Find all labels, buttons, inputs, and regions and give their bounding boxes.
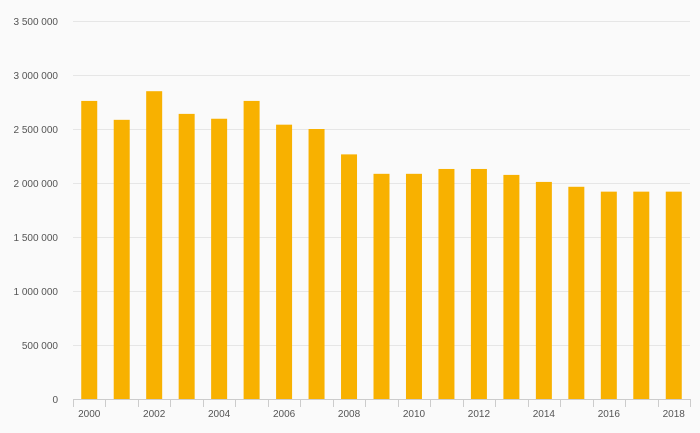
bar-2006 [276, 124, 293, 400]
bar-2005 [243, 100, 260, 400]
x-axis-ticks: 2000 2002 2004 2006 2008 2010 2012 2014 2016 2018 [78, 409, 685, 420]
x-tick-label: 2014 [533, 409, 556, 420]
y-tick-label: 1 500 000 [14, 233, 59, 244]
x-tick-label: 2000 [78, 409, 101, 420]
bar-2016 [600, 191, 617, 399]
x-tick-label: 2002 [143, 409, 166, 420]
x-tick-label: 2006 [273, 409, 296, 420]
bar-2015 [568, 186, 585, 399]
bar-2004 [211, 118, 228, 400]
x-tick-label: 2018 [663, 409, 686, 420]
bar-2009 [373, 173, 390, 399]
bar-2007 [308, 129, 325, 399]
bar-2001 [113, 119, 130, 399]
bars [81, 91, 682, 400]
x-tick-label: 2012 [468, 409, 491, 420]
y-tick-label: 0 [52, 395, 58, 406]
y-tick-label: 3 500 000 [14, 17, 59, 28]
x-tick-label: 2016 [598, 409, 621, 420]
y-tick-label: 1 000 000 [14, 287, 59, 298]
bar-2008 [341, 154, 358, 399]
bar-2000 [81, 100, 98, 400]
bar-2011 [438, 168, 455, 399]
bar-2003 [178, 113, 195, 399]
y-tick-label: 500 000 [22, 341, 59, 352]
y-axis-ticks: 0 500 000 1 000 000 1 500 000 2 000 000 2 500… [14, 17, 59, 406]
bar-2010 [405, 173, 422, 399]
y-tick-label: 3 000 000 [14, 71, 59, 82]
bar-2013 [503, 174, 520, 399]
y-tick-label: 2 500 000 [14, 125, 59, 136]
bar-2002 [146, 91, 163, 399]
bar-2014 [535, 181, 552, 399]
bar-2017 [633, 191, 650, 399]
x-tick-label: 2004 [208, 409, 231, 420]
x-tick-label: 2010 [403, 409, 426, 420]
x-axis [73, 399, 691, 407]
x-tick-label: 2008 [338, 409, 361, 420]
bar-2012 [470, 168, 487, 399]
y-tick-label: 2 000 000 [14, 179, 59, 190]
bar-2018 [665, 191, 682, 399]
